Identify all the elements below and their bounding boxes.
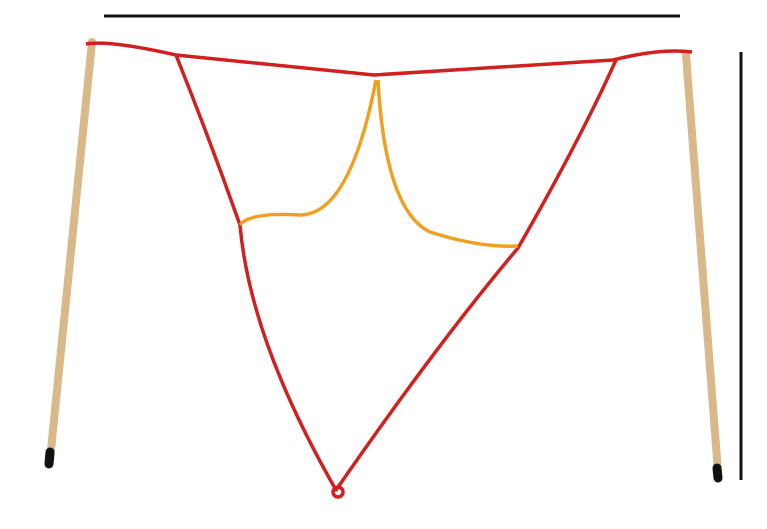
right-branch (376, 79, 519, 248)
right-stick-cap (712, 463, 723, 483)
knot (331, 485, 345, 499)
frame-cord (174, 54, 618, 492)
red-cord (85, 41, 693, 499)
left-branch (238, 79, 378, 227)
yellow-cord (238, 79, 519, 248)
top-cord (85, 41, 693, 77)
left-stick-cap (44, 447, 55, 469)
left-stick (46, 38, 96, 464)
right-stick (682, 51, 722, 476)
